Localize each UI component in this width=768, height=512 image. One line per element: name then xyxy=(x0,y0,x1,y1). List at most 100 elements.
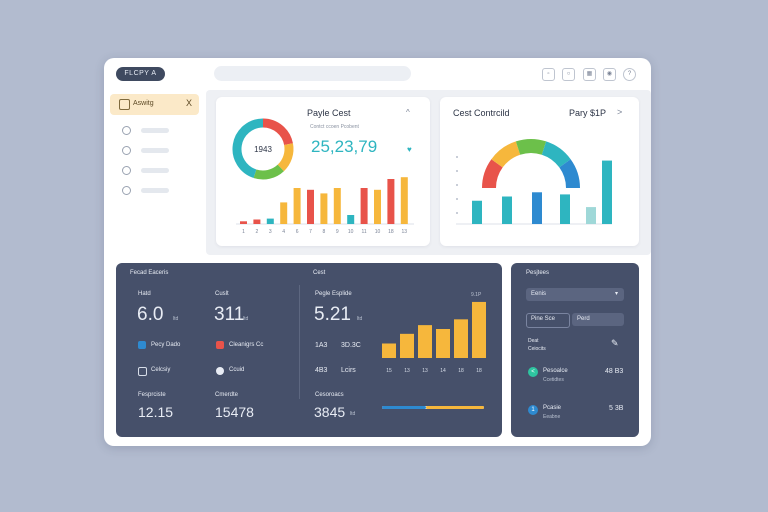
gauge-segment xyxy=(515,139,547,155)
donut-slice xyxy=(277,143,294,172)
sidebar-item-5[interactable] xyxy=(112,180,199,200)
bar xyxy=(560,194,570,224)
item-sub: Eeabne xyxy=(543,414,561,420)
field-label: Perd xyxy=(577,316,590,322)
bar xyxy=(374,189,381,224)
bar xyxy=(360,188,368,224)
gauge-segment xyxy=(491,141,521,168)
field-input[interactable] xyxy=(526,313,570,328)
divider xyxy=(299,285,300,399)
bar xyxy=(436,329,450,358)
tick-label: 6 xyxy=(296,229,299,235)
stat-label: Fesprciste xyxy=(138,392,166,398)
bar xyxy=(586,207,596,224)
stat-label: Cuslt xyxy=(215,291,229,297)
item-value: 48 B3 xyxy=(605,368,624,375)
chart-label: 9.1P xyxy=(471,292,482,298)
tick-label: 10 xyxy=(348,229,354,235)
stat-label: Pegle Esplide xyxy=(315,291,352,297)
select-dropdown[interactable] xyxy=(526,288,624,301)
stat-value: 12.15 xyxy=(138,404,174,420)
chevron-right-icon[interactable]: > xyxy=(617,107,623,117)
item-name: Pcasie xyxy=(543,405,562,411)
tick-label: 13 xyxy=(422,368,428,374)
row-label: Cleanigrs Cc xyxy=(229,342,264,348)
bar-chart-panel: 15 13 13 14 18 18 xyxy=(382,301,486,374)
bar xyxy=(400,333,414,358)
gauge-segment xyxy=(541,141,571,168)
bar-chart-left: 1 2 3 4 6 7 8 9 10 11 10 18 13 xyxy=(236,177,414,235)
sidebar-item-4[interactable] xyxy=(112,160,199,180)
stat-unit: ltd xyxy=(357,316,363,322)
field-label: Pine Sce xyxy=(531,316,556,322)
sidebar-item-placeholder xyxy=(141,147,169,153)
card-title: Payle Cest xyxy=(307,108,351,118)
calendar-icon[interactable]: ▦ xyxy=(583,68,596,81)
field-input[interactable] xyxy=(572,313,624,326)
donut-slice xyxy=(253,164,284,180)
bar xyxy=(266,218,274,224)
stat-unit: ltd xyxy=(243,316,249,322)
tick-label: 15 xyxy=(386,368,392,374)
tick-label: 2 xyxy=(256,229,259,235)
panel-title: Fecad Eaceris xyxy=(130,270,169,276)
bar xyxy=(293,188,301,224)
chevron-down-icon: ▾ xyxy=(615,291,619,297)
tick-label: 18 xyxy=(388,229,394,235)
bar xyxy=(602,160,612,224)
card-subtitle: Contct ccoen Pcobent xyxy=(310,124,359,130)
bar xyxy=(333,188,341,224)
panel-title: Pesjtees xyxy=(526,270,550,276)
circle-icon xyxy=(122,145,131,155)
stat-unit: ltd xyxy=(350,411,356,417)
search-input[interactable] xyxy=(214,66,411,81)
chevron-up-icon[interactable]: ^ xyxy=(406,108,410,117)
bar xyxy=(280,202,288,224)
help-icon[interactable]: ? xyxy=(623,68,636,81)
item-value: 5 3B xyxy=(609,405,624,412)
mid-value: 1A3 xyxy=(315,342,328,349)
row-label: Pecy Dado xyxy=(151,342,181,348)
pencil-icon[interactable]: ✎ xyxy=(611,338,619,348)
stat-label: Hatd xyxy=(138,291,151,297)
dot-icon xyxy=(216,367,224,375)
stat-label: Cesoroacs xyxy=(315,392,344,398)
sidebar-item-active[interactable] xyxy=(110,94,199,115)
grid-tick xyxy=(456,184,458,186)
settings-icon[interactable]: ◉ xyxy=(603,68,616,81)
stat-value: 5.21 xyxy=(314,304,351,325)
gauge-segment xyxy=(559,159,580,189)
sidebar-item-placeholder xyxy=(141,167,169,173)
donut-hole xyxy=(248,134,278,164)
sidebar-item-2[interactable] xyxy=(112,120,199,140)
bar xyxy=(400,177,408,224)
sidebar-item-3[interactable] xyxy=(112,140,199,160)
sidebar-item-placeholder xyxy=(141,187,169,193)
status-dot: 1 xyxy=(528,405,538,415)
tick-label: 18 xyxy=(476,368,482,374)
stat-value: 15478 xyxy=(215,404,254,420)
bar xyxy=(387,179,395,224)
mid-value: 3D.3C xyxy=(341,342,361,349)
stat-value: 6.0 xyxy=(137,304,164,325)
tick-label: 10 xyxy=(375,229,381,235)
donut-slice xyxy=(232,118,264,179)
close-icon[interactable]: X xyxy=(186,98,193,108)
tick-label: 8 xyxy=(323,229,326,235)
bar xyxy=(382,343,396,358)
bell-icon[interactable]: ▫ xyxy=(542,68,555,81)
row-label: Ccuid xyxy=(229,367,245,373)
item-name: Pesoalce xyxy=(543,368,568,374)
bar xyxy=(253,219,261,224)
grid-tick xyxy=(456,212,458,214)
big-value: 25,23,79 xyxy=(311,137,378,156)
alert-icon xyxy=(216,341,224,349)
sidebar-item-label: Aswitg xyxy=(133,100,154,107)
app-logo[interactable]: FLCPY A xyxy=(116,67,165,81)
donut-slice xyxy=(262,118,293,146)
select-value: Eenis xyxy=(531,291,547,297)
item-sub: Ccetidtes xyxy=(543,377,564,383)
donut-label: 1943 xyxy=(254,145,272,154)
stat-value: 311 xyxy=(214,304,245,325)
chat-icon[interactable]: ○ xyxy=(562,68,575,81)
